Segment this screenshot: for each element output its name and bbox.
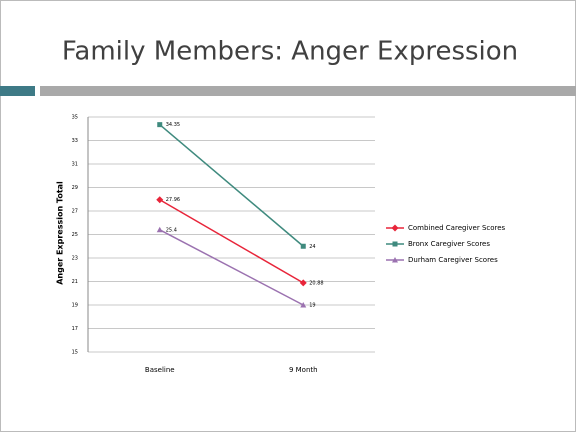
y-tick-label: 23 bbox=[72, 256, 78, 262]
series-line bbox=[159, 124, 304, 247]
title-band bbox=[40, 86, 576, 96]
series-line bbox=[159, 199, 304, 284]
y-tick-label: 31 bbox=[72, 162, 78, 168]
y-axis-label: Anger Expression Total bbox=[56, 181, 65, 285]
y-tick-label: 27 bbox=[72, 209, 78, 215]
y-tick-label: 29 bbox=[72, 185, 78, 191]
y-tick-label: 21 bbox=[72, 279, 78, 285]
data-label: 19 bbox=[309, 303, 315, 309]
data-label: 25.4 bbox=[166, 227, 177, 233]
data-label: 24 bbox=[309, 244, 315, 250]
x-tick-label: Baseline bbox=[145, 366, 175, 374]
data-label: 20.88 bbox=[309, 280, 323, 286]
legend-label: Bronx Caregiver Scores bbox=[408, 240, 490, 248]
y-tick-label: 35 bbox=[72, 115, 78, 121]
chart-title: Family Members: Anger Expression bbox=[62, 37, 518, 67]
legend-marker bbox=[392, 257, 398, 263]
y-tick-label: 15 bbox=[72, 350, 78, 356]
point bbox=[300, 243, 306, 249]
x-tick-label: 9 Month bbox=[289, 366, 318, 374]
y-tick-label: 17 bbox=[72, 326, 78, 332]
data-label: 34.35 bbox=[166, 122, 180, 128]
y-tick-label: 25 bbox=[72, 232, 78, 238]
series-line bbox=[159, 229, 304, 306]
point bbox=[156, 196, 164, 204]
legend-marker bbox=[392, 241, 398, 247]
point bbox=[157, 122, 163, 128]
legend-label: Combined Caregiver Scores bbox=[408, 224, 506, 232]
data-label: 27.96 bbox=[166, 197, 180, 203]
y-tick-label: 33 bbox=[72, 138, 78, 144]
point bbox=[299, 279, 307, 287]
legend-marker bbox=[391, 224, 399, 232]
legend-label: Durham Caregiver Scores bbox=[408, 256, 498, 264]
point bbox=[300, 302, 307, 308]
title-accent bbox=[0, 86, 35, 96]
y-tick-label: 19 bbox=[72, 303, 78, 309]
point bbox=[156, 226, 163, 233]
